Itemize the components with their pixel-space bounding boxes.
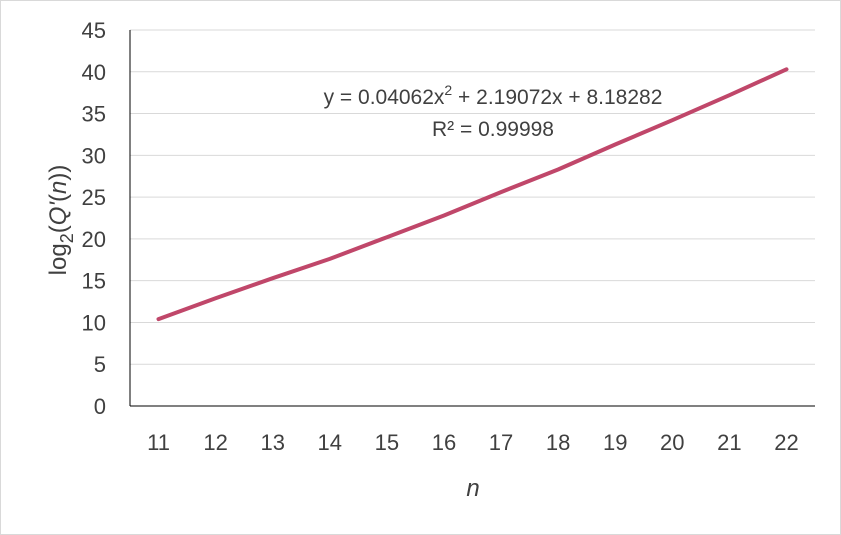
x-tick-label: 15	[375, 430, 399, 455]
y-axis-title-open2: (	[45, 194, 72, 202]
equation-main: y = 0.04062x	[324, 86, 445, 109]
y-tick-label: 15	[82, 269, 106, 294]
x-tick-label: 17	[489, 430, 513, 455]
x-tick-label: 20	[660, 430, 684, 455]
x-tick-label: 22	[774, 430, 798, 455]
y-tick-label: 20	[82, 227, 106, 252]
y-axis-title-prefix: log	[45, 243, 72, 275]
x-tick-label: 21	[717, 430, 741, 455]
y-tick-label: 40	[82, 60, 106, 85]
x-tick-label: 16	[432, 430, 456, 455]
x-tick-label: 13	[260, 430, 284, 455]
y-tick-label: 45	[82, 18, 106, 43]
y-tick-label: 25	[82, 185, 106, 210]
y-axis-title-open: (	[45, 225, 72, 233]
equation-superscript: 2	[444, 82, 452, 98]
r-squared-label: R² = 0.99998	[432, 118, 554, 141]
y-axis-title: log2(Q'(n))	[45, 165, 77, 276]
x-axis-title: n	[466, 475, 479, 502]
axes	[129, 30, 815, 407]
x-tick-labels: 11 12 13 14 15 16 17 18 19 20 21 22	[147, 430, 799, 455]
series-group	[156, 67, 789, 322]
gridlines	[130, 29, 815, 365]
y-axis-title-n: n	[45, 181, 72, 194]
x-tick-label: 14	[318, 430, 342, 455]
y-tick-label: 30	[82, 143, 106, 168]
x-tick-label: 18	[546, 430, 570, 455]
y-tick-label: 35	[82, 102, 106, 127]
y-tick-label: 10	[82, 310, 106, 335]
equation-rest: + 2.19072x + 8.18282	[452, 86, 662, 109]
y-tick-label: 5	[94, 352, 106, 377]
y-tick-label: 0	[94, 394, 106, 419]
y-tick-labels: 0 5 10 15 20 25 30 35 40 45	[82, 18, 106, 419]
trendline-equation: y = 0.04062x2 + 2.19072x + 8.18282	[324, 82, 663, 109]
y-axis-title-close: ))	[45, 165, 72, 181]
y-axis-title-subscript: 2	[57, 233, 77, 243]
x-tick-label: 11	[147, 430, 170, 455]
series-line	[156, 67, 789, 322]
y-axis-title-q: Q'	[45, 201, 72, 226]
x-tick-label: 12	[203, 430, 227, 455]
x-tick-label: 19	[603, 430, 627, 455]
